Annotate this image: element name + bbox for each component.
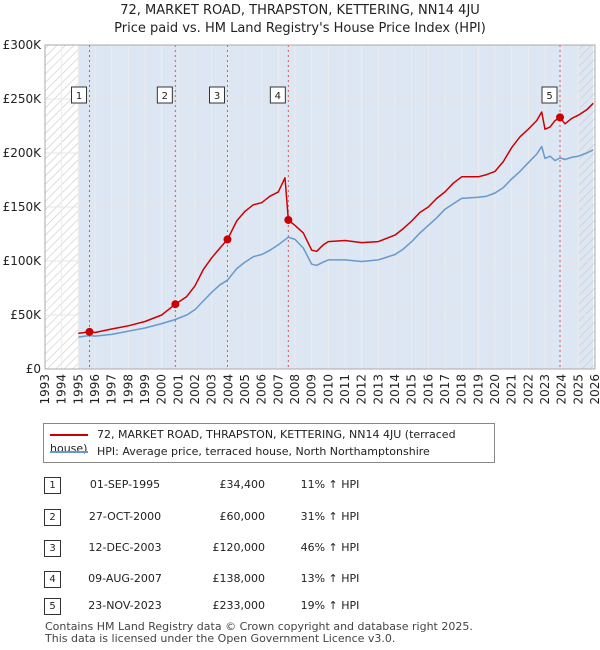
y-tick-label: £200K xyxy=(3,146,43,160)
x-tick-label: 2015 xyxy=(405,374,419,405)
x-tick-label: 2025 xyxy=(571,374,585,405)
x-tick-label: 2013 xyxy=(371,374,385,405)
legend-swatch-hpi xyxy=(50,451,88,453)
x-tick-label: 2002 xyxy=(188,374,202,405)
sale-hpi-diff: 46% ↑ HPI xyxy=(300,541,360,554)
sale-number-label: 3 xyxy=(214,91,220,102)
sale-number: 5 xyxy=(44,598,61,615)
x-tick-label: 2011 xyxy=(338,374,352,405)
sale-number: 3 xyxy=(44,540,61,557)
sale-date: 01-SEP-1995 xyxy=(89,478,161,491)
sale-number-label: 1 xyxy=(76,91,82,102)
x-tick-label: 2007 xyxy=(271,374,285,405)
sale-number: 4 xyxy=(44,571,61,588)
y-tick-label: £150K xyxy=(3,200,43,214)
y-tick-label: £300K xyxy=(3,38,43,52)
x-tick-label: 2005 xyxy=(238,374,252,405)
x-tick-label: 1998 xyxy=(121,374,135,405)
y-tick-label: £50K xyxy=(10,308,42,322)
footer-license: This data is licensed under the Open Gov… xyxy=(45,632,396,645)
legend: 72, MARKET ROAD, THRAPSTON, KETTERING, N… xyxy=(43,423,495,463)
sale-point xyxy=(85,327,94,336)
x-tick-label: 2024 xyxy=(555,374,569,405)
x-tick-label: 2021 xyxy=(505,374,519,405)
sale-price: £120,000 xyxy=(212,541,266,554)
chart-title: 72, MARKET ROAD, THRAPSTON, KETTERING, N… xyxy=(120,3,480,18)
legend-item-hpi: HPI: Average price, terraced house, Nort… xyxy=(50,445,430,459)
legend-label-hpi: HPI: Average price, terraced house, Nort… xyxy=(97,445,430,458)
x-tick-label: 2009 xyxy=(305,374,319,405)
table-row: 4 09-AUG-2007 £138,000 13% ↑ HPI xyxy=(0,570,600,590)
x-tick-label: 2010 xyxy=(321,374,335,405)
sale-point xyxy=(223,235,232,244)
x-tick-label: 2019 xyxy=(471,374,485,405)
property-price-line xyxy=(78,102,594,335)
sale-point xyxy=(171,300,180,309)
chart-subtitle: Price paid vs. HM Land Registry's House … xyxy=(114,21,486,36)
y-tick-label: £100K xyxy=(3,254,43,268)
sale-date: 23-NOV-2023 xyxy=(88,599,162,612)
sale-number: 1 xyxy=(44,477,61,494)
x-tick-label: 2014 xyxy=(388,374,402,405)
x-tick-label: 2008 xyxy=(288,374,302,405)
sale-number: 2 xyxy=(44,509,61,526)
footer-copyright: Contains HM Land Registry data © Crown c… xyxy=(45,620,473,633)
x-tick-label: 1993 xyxy=(38,374,52,405)
hpi-line xyxy=(78,145,594,338)
sale-number-box xyxy=(71,86,87,104)
sale-number-box xyxy=(156,86,173,104)
x-tick-label: 2020 xyxy=(488,374,502,405)
x-tick-label: 2016 xyxy=(421,374,435,405)
sale-price: £138,000 xyxy=(212,572,266,585)
sale-number-label: 5 xyxy=(546,91,552,102)
sale-date: 27-OCT-2000 xyxy=(88,510,162,523)
sale-number-label: 2 xyxy=(162,91,168,102)
x-tick-label: 2004 xyxy=(221,374,235,405)
x-tick-label: 2018 xyxy=(455,374,469,405)
x-tick-label: 1996 xyxy=(88,374,102,405)
x-tick-label: 2003 xyxy=(205,374,219,405)
x-tick-label: 1995 xyxy=(71,374,85,405)
table-row: 3 12-DEC-2003 £120,000 46% ↑ HPI xyxy=(0,539,600,559)
x-tick-label: 1994 xyxy=(55,374,69,405)
sale-number-box xyxy=(269,86,286,104)
table-row: 1 01-SEP-1995 £34,400 11% ↑ HPI xyxy=(0,476,600,496)
x-tick-label: 2022 xyxy=(521,374,535,405)
sale-price: £60,000 xyxy=(219,510,266,523)
sale-hpi-diff: 13% ↑ HPI xyxy=(300,572,360,585)
x-tick-label: 2006 xyxy=(255,374,269,405)
x-tick-label: 2017 xyxy=(438,374,452,405)
sale-hpi-diff: 11% ↑ HPI xyxy=(300,478,360,491)
x-tick-label: 2026 xyxy=(588,374,600,405)
x-tick-label: 2023 xyxy=(538,374,552,405)
table-row: 2 27-OCT-2000 £60,000 31% ↑ HPI xyxy=(0,508,600,528)
sale-point xyxy=(284,215,293,224)
sale-number-label: 4 xyxy=(275,91,281,102)
legend-swatch-property xyxy=(50,434,88,436)
price-chart: 1 2 3 4 5 £0 £50K £100K £150K £200K £250K £300K 199… xyxy=(3,38,600,405)
sale-hpi-diff: 31% ↑ HPI xyxy=(300,510,360,523)
x-tick-label: 1999 xyxy=(138,374,152,405)
legend-item-property: 72, MARKET ROAD, THRAPSTON, KETTERING, N… xyxy=(50,428,494,455)
x-tick-label: 1997 xyxy=(105,374,119,405)
sale-number-box xyxy=(541,86,558,104)
sale-date: 12-DEC-2003 xyxy=(88,541,162,554)
x-tick-label: 2000 xyxy=(155,374,169,405)
sale-hpi-diff: 19% ↑ HPI xyxy=(300,599,360,612)
sale-number-box xyxy=(209,86,225,104)
sale-price: £34,400 xyxy=(219,478,266,491)
plot-frame xyxy=(44,44,596,370)
table-row: 5 23-NOV-2023 £233,000 19% ↑ HPI xyxy=(0,597,600,617)
y-tick-label: £0 xyxy=(26,362,41,376)
x-tick-label: 2012 xyxy=(355,374,369,405)
sale-date: 09-AUG-2007 xyxy=(88,572,162,585)
sale-price: £233,000 xyxy=(212,599,266,612)
y-tick-label: £250K xyxy=(3,92,43,106)
sale-point xyxy=(556,113,564,122)
x-tick-label: 2001 xyxy=(171,374,185,405)
